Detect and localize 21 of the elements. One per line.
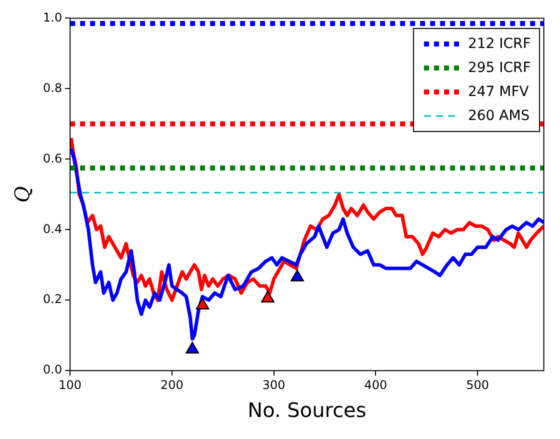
x-tick-label: 300 xyxy=(262,378,286,392)
y-axis-title: Q xyxy=(10,186,34,203)
x-tick-label: 100 xyxy=(58,378,82,392)
point xyxy=(196,298,210,310)
x-tick-label: 400 xyxy=(364,378,388,392)
x-axis-title: No. Sources xyxy=(248,398,366,422)
y-tick-label: 0.4 xyxy=(42,222,62,236)
point xyxy=(186,342,199,354)
y-tick-label: 0.6 xyxy=(42,151,62,166)
point xyxy=(290,270,304,282)
x-tick-label: 200 xyxy=(160,378,184,392)
y-tick-label: 0.0 xyxy=(42,362,62,377)
y-tick-label: 1.0 xyxy=(42,10,62,24)
y-tick-label: 0.8 xyxy=(42,80,62,95)
legend-label: 247 MFV xyxy=(468,84,529,100)
y-tick-label: 0.2 xyxy=(42,292,62,306)
legend-label: 212 ICRF xyxy=(468,36,531,52)
point xyxy=(261,290,274,302)
x-tick-label: 500 xyxy=(466,378,490,392)
legend-label: 295 ICRF xyxy=(468,60,531,76)
legend-label: 260 AMS xyxy=(468,108,530,124)
